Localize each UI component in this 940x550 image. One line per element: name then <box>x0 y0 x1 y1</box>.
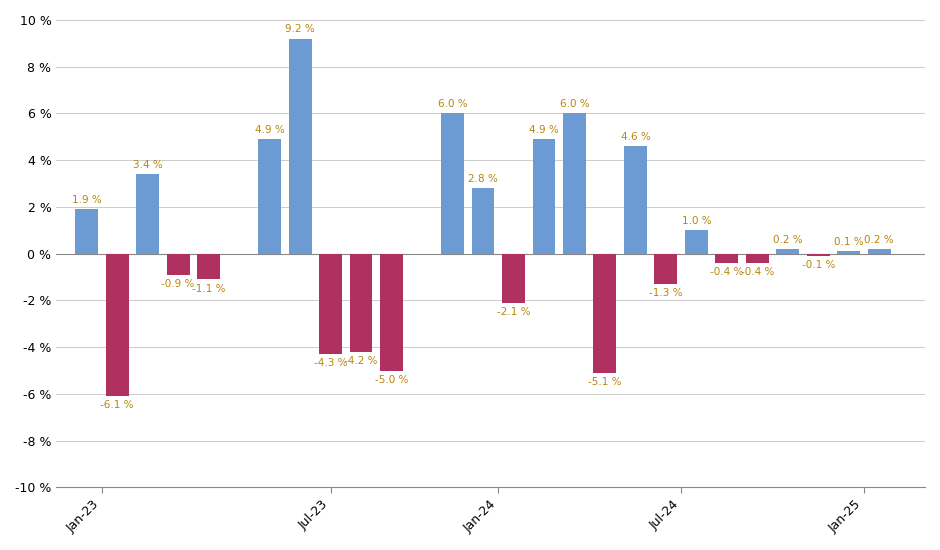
Bar <box>746 254 769 263</box>
Bar <box>654 254 678 284</box>
Text: 6.0 %: 6.0 % <box>438 99 467 109</box>
Bar <box>380 254 403 371</box>
Text: 4.9 %: 4.9 % <box>529 125 559 135</box>
Bar <box>166 254 190 274</box>
Text: -0.4 %: -0.4 % <box>741 267 774 277</box>
Text: -1.3 %: -1.3 % <box>650 288 682 298</box>
Text: 1.9 %: 1.9 % <box>71 195 102 205</box>
Text: 4.6 %: 4.6 % <box>620 132 650 142</box>
Bar <box>868 249 891 254</box>
Text: -6.1 %: -6.1 % <box>101 400 134 410</box>
Bar <box>776 249 799 254</box>
Text: -0.1 %: -0.1 % <box>802 260 835 270</box>
Text: 4.9 %: 4.9 % <box>255 125 285 135</box>
Bar <box>685 230 708 254</box>
Text: 3.4 %: 3.4 % <box>133 160 163 170</box>
Text: -0.4 %: -0.4 % <box>711 267 744 277</box>
Bar <box>624 146 647 254</box>
Bar <box>502 254 525 302</box>
Text: -4.2 %: -4.2 % <box>344 356 378 366</box>
Text: -5.0 %: -5.0 % <box>375 375 408 385</box>
Bar <box>807 254 830 256</box>
Bar <box>320 254 342 354</box>
Bar <box>441 113 464 254</box>
Bar <box>289 39 311 254</box>
Text: 1.0 %: 1.0 % <box>682 216 712 226</box>
Bar <box>350 254 372 352</box>
Text: 0.1 %: 0.1 % <box>834 237 864 247</box>
Bar <box>258 139 281 254</box>
Bar <box>715 254 738 263</box>
Text: -5.1 %: -5.1 % <box>588 377 621 387</box>
Text: 0.2 %: 0.2 % <box>865 235 894 245</box>
Text: -2.1 %: -2.1 % <box>496 307 530 317</box>
Text: 0.2 %: 0.2 % <box>773 235 803 245</box>
Text: -4.3 %: -4.3 % <box>314 359 348 369</box>
Text: 9.2 %: 9.2 % <box>285 25 315 35</box>
Text: -0.9 %: -0.9 % <box>162 279 195 289</box>
Bar <box>563 113 586 254</box>
Text: 2.8 %: 2.8 % <box>468 174 498 184</box>
Text: 6.0 %: 6.0 % <box>559 99 589 109</box>
Text: -1.1 %: -1.1 % <box>192 284 226 294</box>
Bar <box>75 210 98 254</box>
Bar <box>106 254 129 396</box>
Bar <box>472 188 494 254</box>
Bar <box>533 139 556 254</box>
Bar <box>838 251 860 254</box>
Bar <box>136 174 159 254</box>
Bar <box>593 254 617 373</box>
Bar <box>197 254 220 279</box>
